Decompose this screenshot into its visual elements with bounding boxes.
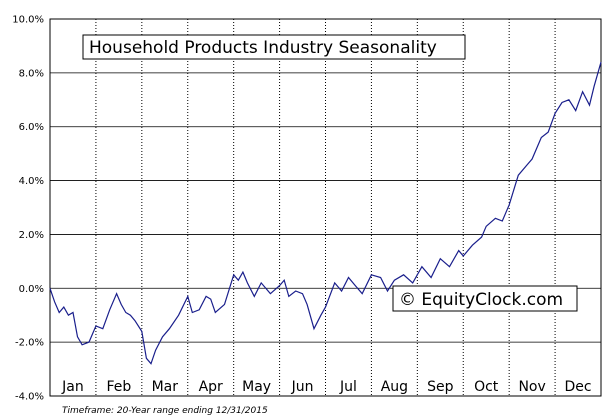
watermark-text: © EquityClock.com	[399, 290, 563, 310]
x-label-layer: Jan Feb Mar Apr May Jun Jul Aug Sep Oct Nov Dec	[61, 379, 591, 395]
month-label: Nov	[518, 379, 545, 395]
month-label: Jun	[291, 379, 314, 395]
y-tick-label: 0.0%	[19, 284, 44, 295]
y-tick-layer: -4.0% -2.0% 0.0% 2.0% 4.0% 6.0% 8.0% 10.0%	[12, 15, 44, 403]
month-label: Dec	[564, 379, 591, 395]
month-label: Jul	[339, 379, 357, 395]
y-tick-label: 6.0%	[19, 122, 44, 133]
y-tick-label: -2.0%	[15, 338, 44, 349]
plot-frame	[49, 18, 602, 397]
chart-title-box: Household Products Industry Seasonality	[82, 34, 466, 60]
y-tick-label: 10.0%	[12, 15, 44, 26]
month-label: May	[242, 379, 271, 395]
month-label: Sep	[427, 379, 454, 395]
month-label: Oct	[474, 379, 499, 395]
y-tick-label: -4.0%	[15, 392, 44, 403]
month-label: Jan	[61, 379, 84, 395]
y-tick-label: 8.0%	[19, 68, 44, 79]
month-label: Apr	[199, 379, 223, 395]
series-line	[49, 61, 602, 365]
y-tick-label: 4.0%	[19, 176, 44, 187]
grid-layer	[49, 18, 602, 397]
month-label: Mar	[152, 379, 179, 395]
chart-title: Household Products Industry Seasonality	[89, 38, 437, 58]
month-label: Aug	[381, 379, 408, 395]
footnote: Timeframe: 20-Year range ending 12/31/20…	[62, 406, 268, 416]
watermark-box: © EquityClock.com	[392, 285, 578, 312]
y-tick-label: 2.0%	[19, 230, 44, 241]
month-label: Feb	[106, 379, 131, 395]
